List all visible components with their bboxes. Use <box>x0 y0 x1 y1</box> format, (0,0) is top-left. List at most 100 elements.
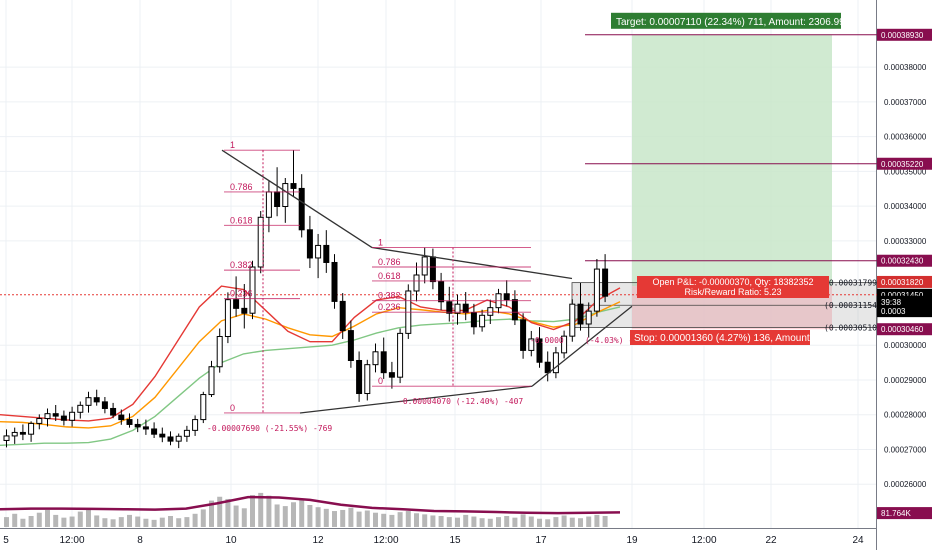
candle-down <box>101 401 108 409</box>
stop-label: Stop: 0.00001360 (4.27%) 136, Amount: 75… <box>634 333 832 344</box>
candle-up <box>315 244 322 259</box>
candle-down <box>298 187 305 231</box>
volume-bar <box>282 506 288 527</box>
volume-bar <box>110 519 116 527</box>
target-zone <box>632 34 832 287</box>
candle-up <box>282 183 289 208</box>
volume-bar <box>36 512 42 527</box>
trend-line <box>299 385 533 414</box>
candle-up <box>528 338 535 351</box>
volume-bar <box>332 511 337 527</box>
target-label-box <box>611 12 841 29</box>
candle-down <box>151 428 158 435</box>
candle-down <box>19 431 26 435</box>
price-tag-box <box>877 507 932 520</box>
price-tag-label: 0.0003 <box>881 307 906 316</box>
candle-down <box>60 415 67 421</box>
volume-bar <box>602 516 608 527</box>
y-tick-label: 0.00029000 <box>884 376 927 385</box>
x-tick-label: 10 <box>225 535 237 546</box>
candle-down <box>142 426 149 430</box>
trend-line <box>371 246 573 280</box>
volume-bar <box>135 516 141 527</box>
moving-averages <box>0 285 621 515</box>
volume-bar <box>192 513 198 527</box>
price-tag-label: 0.00035220 <box>881 160 924 169</box>
candle-up <box>257 216 264 268</box>
volume-bar <box>20 518 26 527</box>
volume-bar <box>61 517 67 527</box>
candle-up <box>3 435 10 441</box>
volume-bar <box>561 515 567 527</box>
x-tick-label: 8 <box>137 535 143 546</box>
price-tag-box <box>877 28 932 41</box>
y-tick-label: 0.00027000 <box>884 445 927 454</box>
range-label: (0.00031799) <box>824 279 882 288</box>
candle-up <box>569 303 576 337</box>
candle-up <box>249 266 256 314</box>
candle-up <box>487 307 494 316</box>
volume-bar <box>553 517 559 527</box>
volume-bar <box>586 516 592 527</box>
volume-bar <box>340 509 346 527</box>
volume-bar <box>381 513 387 527</box>
trend-line <box>221 149 373 249</box>
price-tag-box <box>877 295 932 308</box>
y-tick-label: 0.00037000 <box>884 98 927 107</box>
volume-bar <box>537 518 542 527</box>
candle-down <box>159 433 166 438</box>
candle-up <box>77 404 84 413</box>
candle-up <box>175 435 182 442</box>
x-tick-label: 22 <box>765 535 777 546</box>
candle-down <box>126 419 133 425</box>
volume-bar <box>405 511 411 527</box>
candle-up <box>552 352 559 374</box>
measure-label-1: -0.00007690 (-21.55%) -769 <box>207 424 332 433</box>
candle-down <box>544 361 551 374</box>
volume-bar <box>414 513 419 527</box>
candle-down <box>536 338 543 363</box>
volume-bars <box>4 492 608 527</box>
volume-bar <box>77 511 83 527</box>
volume-bar <box>364 510 370 527</box>
candle-down <box>118 414 125 421</box>
candle-up <box>372 351 379 366</box>
candle-down <box>339 300 346 332</box>
volume-bar <box>151 519 157 527</box>
volume-bar <box>471 516 477 527</box>
candle-up <box>28 422 35 435</box>
x-tick-label: 12:00 <box>373 535 398 546</box>
volume-bar <box>258 492 264 527</box>
candle-down <box>511 299 518 321</box>
volume-bar <box>455 517 460 527</box>
volume-bar <box>315 507 321 527</box>
candle-down <box>241 307 248 314</box>
candle-up <box>69 411 76 421</box>
candle-up <box>216 336 223 368</box>
volume-bar <box>274 504 280 527</box>
volume-bar <box>102 518 108 527</box>
volume-bar <box>200 509 206 527</box>
candle-up <box>36 418 43 424</box>
volume-bar <box>446 517 452 527</box>
candle-down <box>380 351 387 374</box>
candle-up <box>192 419 199 431</box>
volume-bar <box>241 508 247 527</box>
candle-down <box>602 268 609 297</box>
candle-up <box>561 335 568 354</box>
candle-down <box>388 372 395 378</box>
candle-down <box>470 312 477 328</box>
candle-down <box>331 261 338 302</box>
volume-bar <box>569 517 575 527</box>
fib2-level-label: 0.618 <box>378 271 401 281</box>
candle-up <box>397 332 404 378</box>
candle-up <box>364 364 371 395</box>
fib1-level-label: 0.382 <box>230 260 253 270</box>
candle-up <box>265 191 272 218</box>
candle-down <box>110 407 117 416</box>
candle-down <box>290 183 297 189</box>
candle-up <box>413 274 420 292</box>
volume-bar <box>184 517 190 527</box>
